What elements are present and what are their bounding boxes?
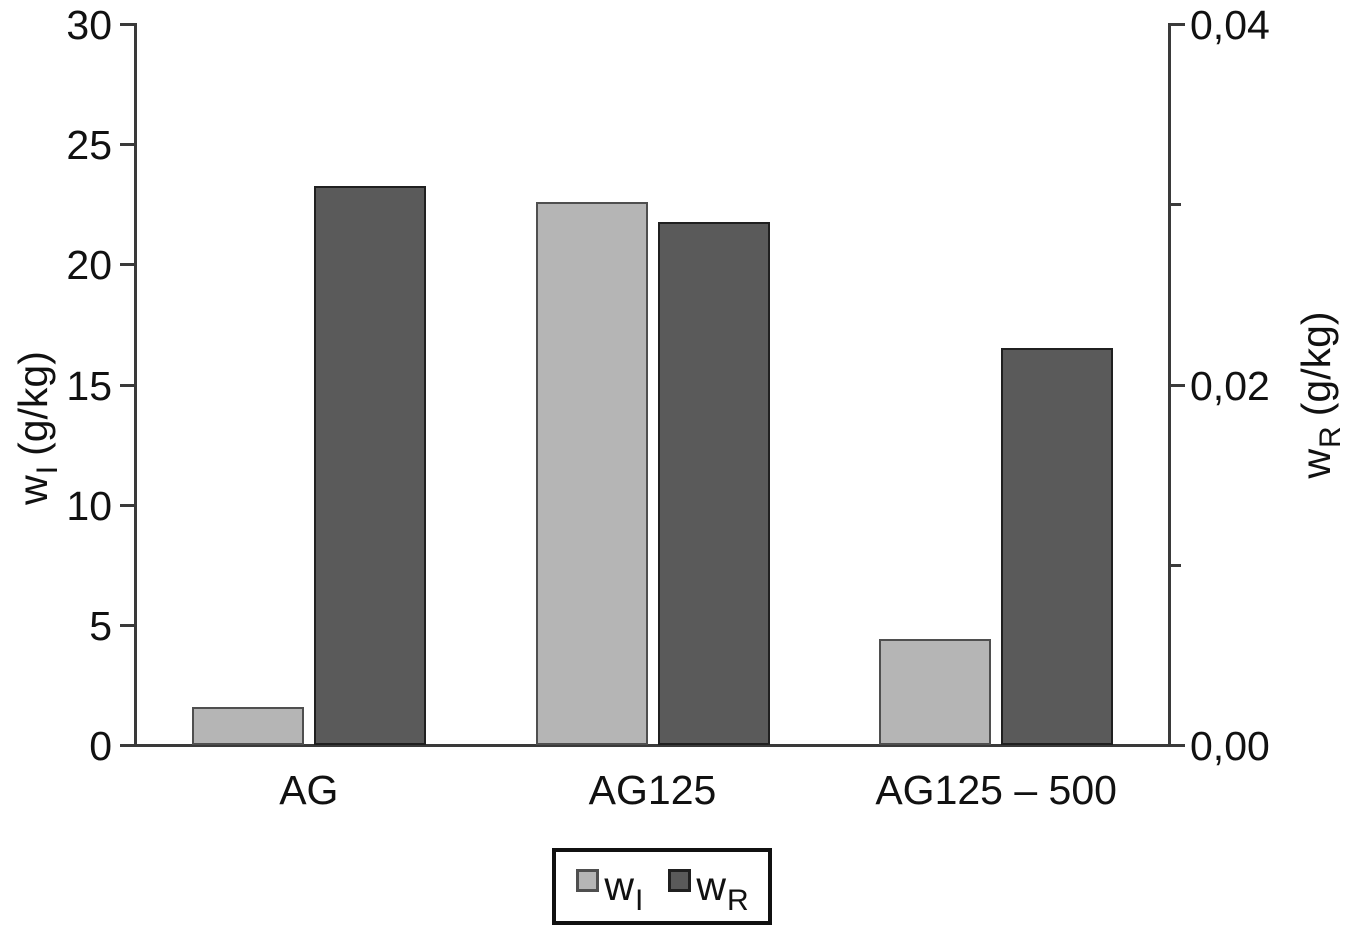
legend: wI wR: [552, 848, 772, 925]
legend-item-wI: wI: [576, 863, 643, 916]
left-axis-symbol: w: [10, 475, 56, 505]
legend-label-wI: w: [604, 863, 634, 909]
right-axis-title: wR (g/kg): [1293, 311, 1346, 479]
bar-wI-AG125: [535, 201, 648, 745]
left-axis-tick-label: 25: [66, 122, 112, 169]
category-label: AG125: [588, 767, 717, 813]
bar-wR-AG: [313, 186, 426, 745]
right-axis-tick: [1171, 744, 1185, 747]
right-axis-tick-label: 0,00: [1190, 723, 1270, 769]
right-axis-tick-label: 0,04: [1190, 2, 1270, 48]
bar-wI-AG125–500: [879, 639, 992, 745]
left-axis-tick: [120, 143, 134, 147]
right-axis-minor-tick: [1171, 563, 1181, 567]
legend-label-wR-subscript: R: [726, 884, 749, 917]
left-axis-tick-label: 30: [66, 2, 112, 48]
legend-swatch-wR: [668, 869, 692, 892]
left-axis-tick-label: 15: [66, 362, 112, 409]
bar-wI-AG: [191, 706, 304, 745]
bar-wR-AG125: [657, 222, 770, 745]
bar-wR-AG125–500: [1001, 348, 1114, 745]
legend-item-wR: wR: [668, 863, 749, 916]
left-axis-tick-label: 0: [89, 723, 112, 769]
left-axis-tick: [120, 503, 134, 507]
left-axis-tick-label: 5: [89, 602, 112, 649]
left-axis-tick: [120, 744, 134, 747]
right-axis-subscript: R: [1314, 426, 1346, 448]
category-label: AG: [279, 767, 339, 813]
legend-label-wR: w: [696, 863, 726, 909]
left-axis-tick-label: 20: [66, 242, 112, 289]
right-axis-symbol: w: [1293, 448, 1339, 479]
left-axis-tick: [120, 23, 134, 26]
left-axis-tick: [120, 383, 134, 387]
left-axis-subscript: I: [31, 465, 64, 475]
right-axis-tick: [1171, 23, 1185, 26]
left-axis-title: wI (g/kg): [10, 351, 64, 505]
right-axis-tick-label: 0,02: [1190, 362, 1270, 409]
legend-label-wI-subscript: I: [634, 884, 644, 917]
left-axis-unit: (g/kg): [10, 351, 56, 456]
right-axis-unit: (g/kg): [1293, 311, 1339, 417]
category-label: AG125 – 500: [875, 767, 1117, 813]
left-axis-tick: [120, 263, 134, 267]
right-axis-minor-tick: [1171, 203, 1181, 207]
x-axis-line: [134, 744, 1183, 747]
left-y-axis-line: [134, 23, 137, 747]
legend-swatch-wI: [576, 869, 600, 892]
left-axis-tick-label: 10: [66, 482, 112, 529]
right-axis-tick: [1171, 383, 1185, 387]
left-axis-tick: [120, 623, 134, 627]
right-y-axis-line: [1168, 23, 1171, 747]
